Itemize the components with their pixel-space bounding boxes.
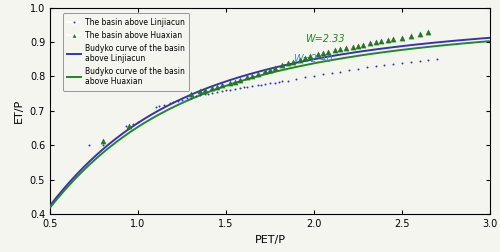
Point: [407, 60, 415, 64]
Point: [243, 75, 251, 79]
Point: [416, 33, 424, 37]
Point: [424, 58, 432, 62]
Point: [218, 89, 226, 93]
Point: [201, 92, 209, 96]
Point: [243, 85, 251, 89]
X-axis label: PET/P: PET/P: [254, 235, 286, 245]
Text: W=2.33: W=2.33: [305, 34, 345, 44]
Point: [128, 122, 136, 126]
Point: [389, 62, 397, 66]
Point: [196, 93, 203, 98]
Point: [155, 104, 163, 108]
Point: [336, 70, 344, 74]
Point: [284, 61, 292, 65]
Point: [152, 105, 160, 109]
Point: [407, 34, 415, 38]
Point: [433, 57, 441, 61]
Point: [314, 52, 322, 56]
Point: [231, 80, 239, 84]
Point: [231, 87, 239, 91]
Point: [254, 72, 262, 76]
Point: [99, 143, 107, 147]
Point: [178, 98, 186, 102]
Point: [306, 54, 314, 58]
Point: [125, 124, 133, 129]
Point: [208, 86, 216, 90]
Point: [328, 71, 336, 75]
Point: [384, 38, 392, 42]
Point: [184, 97, 192, 101]
Point: [266, 81, 274, 85]
Point: [201, 87, 209, 91]
Point: [213, 85, 221, 89]
Point: [160, 103, 168, 107]
Point: [377, 39, 385, 43]
Point: [122, 124, 130, 129]
Point: [134, 120, 142, 124]
Point: [260, 69, 268, 73]
Point: [398, 36, 406, 40]
Point: [380, 63, 388, 67]
Point: [301, 56, 309, 60]
Point: [354, 44, 362, 48]
Point: [236, 78, 244, 82]
Point: [301, 75, 309, 79]
Point: [324, 50, 332, 54]
Point: [254, 83, 262, 87]
Point: [372, 40, 380, 44]
Y-axis label: ET/P: ET/P: [14, 99, 24, 123]
Point: [272, 66, 280, 70]
Point: [196, 89, 203, 93]
Point: [336, 47, 344, 51]
Point: [348, 45, 356, 49]
Point: [284, 79, 292, 83]
Point: [278, 64, 286, 68]
Point: [192, 94, 200, 99]
Point: [99, 139, 107, 143]
Point: [166, 101, 173, 105]
Text: W=2.40: W=2.40: [293, 54, 333, 64]
Point: [292, 77, 300, 81]
Point: [248, 74, 256, 78]
Point: [389, 37, 397, 41]
Point: [84, 143, 92, 147]
Point: [236, 86, 244, 90]
Point: [222, 88, 230, 92]
Point: [342, 46, 349, 50]
Point: [360, 43, 368, 47]
Legend: The basin above Linjiacun, The basin above Huaxian, Budyko curve of the basin
ab: The basin above Linjiacun, The basin abo…: [62, 13, 189, 91]
Point: [204, 92, 212, 96]
Point: [218, 83, 226, 87]
Point: [372, 65, 380, 69]
Point: [174, 99, 182, 103]
Point: [187, 92, 195, 96]
Point: [398, 61, 406, 65]
Point: [240, 85, 248, 89]
Point: [187, 96, 195, 100]
Point: [319, 72, 327, 76]
Point: [272, 81, 280, 85]
Point: [424, 30, 432, 34]
Point: [296, 57, 304, 61]
Point: [278, 79, 286, 83]
Point: [226, 81, 234, 85]
Point: [213, 90, 221, 94]
Point: [248, 84, 256, 88]
Point: [366, 41, 374, 45]
Point: [416, 59, 424, 63]
Point: [310, 74, 318, 78]
Point: [257, 83, 265, 87]
Point: [289, 60, 297, 64]
Point: [208, 91, 216, 95]
Point: [275, 80, 283, 84]
Point: [354, 67, 362, 71]
Point: [345, 68, 353, 72]
Point: [266, 68, 274, 72]
Point: [169, 100, 177, 104]
Point: [319, 51, 327, 55]
Point: [260, 82, 268, 86]
Point: [226, 87, 234, 91]
Point: [331, 48, 339, 52]
Point: [363, 66, 371, 70]
